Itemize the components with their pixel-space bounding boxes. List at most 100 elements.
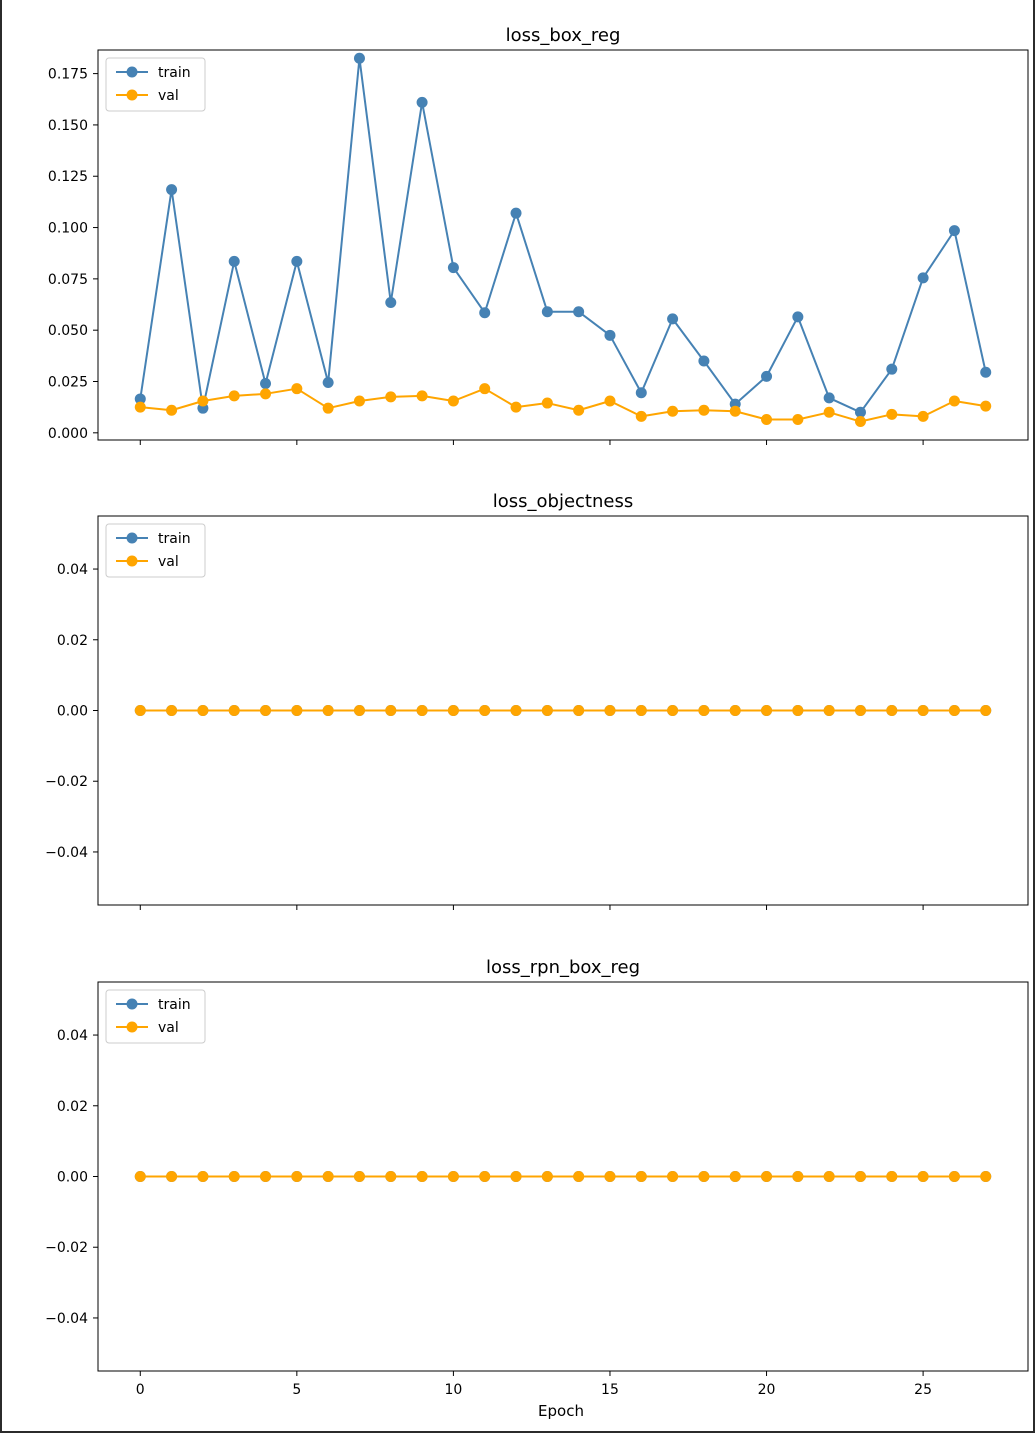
data-point-val: [260, 705, 272, 716]
data-point-val: [729, 1171, 741, 1182]
x-tick-label: 10: [444, 1382, 462, 1398]
data-point-val: [197, 1171, 209, 1182]
data-point-train: [886, 363, 898, 375]
data-point-val: [667, 705, 679, 716]
data-point-val: [948, 395, 960, 407]
data-point-train: [698, 355, 710, 367]
data-point-val: [886, 705, 898, 716]
data-point-val: [761, 705, 773, 716]
data-point-val: [447, 1171, 459, 1182]
legend-label-val: val: [158, 1020, 179, 1036]
x-tick-label: 5: [292, 1382, 301, 1398]
legend-label-train: train: [158, 531, 191, 547]
data-point-val: [854, 705, 866, 716]
y-tick-label: 0.00: [57, 704, 88, 720]
y-tick-label: 0.04: [57, 1028, 88, 1044]
data-point-val: [385, 705, 397, 716]
data-point-val: [510, 401, 522, 413]
legend-marker-train: [126, 998, 138, 1010]
data-point-val: [479, 705, 491, 716]
y-tick-label: 0.02: [57, 1099, 88, 1115]
data-point-val: [698, 1171, 710, 1182]
data-point-train: [948, 225, 960, 237]
data-point-val: [667, 405, 679, 417]
chart-panel-1: loss_box_reg 0.000 0.025 0.050 0.075 0.100 0.1…: [48, 25, 1029, 445]
data-point-val: [385, 1171, 397, 1182]
data-point-val: [823, 705, 835, 716]
chart-title: loss_rpn_box_reg: [486, 957, 640, 978]
data-point-val: [635, 1171, 647, 1182]
data-point-val: [416, 390, 428, 402]
data-point-val: [510, 705, 522, 716]
data-point-val: [792, 705, 804, 716]
y-tick-label: 0.025: [48, 375, 88, 391]
data-point-val: [823, 406, 835, 418]
data-point-val: [416, 705, 428, 716]
data-point-val: [479, 383, 491, 395]
data-point-val: [510, 1171, 522, 1182]
data-point-val: [854, 416, 866, 428]
data-point-val: [792, 1171, 804, 1182]
y-tick-label: −0.02: [45, 1240, 88, 1256]
data-point-val: [291, 1171, 303, 1182]
data-point-train: [291, 255, 303, 267]
data-point-val: [322, 402, 334, 414]
data-point-train: [854, 406, 866, 418]
y-tick-label: 0.050: [48, 323, 88, 339]
x-tick-label: 20: [758, 1382, 776, 1398]
data-point-train: [479, 307, 491, 319]
series-line-val: [140, 387, 986, 423]
data-point-val: [635, 410, 647, 422]
data-point-val: [166, 705, 178, 716]
chart-panel-3: loss_rpn_box_reg −0.04 −0.02 0.00 0.02 0.04 0 5…: [45, 957, 1029, 1398]
data-point-val: [980, 705, 992, 716]
data-point-val: [886, 408, 898, 420]
data-point-val: [948, 1171, 960, 1182]
legend-label-val: val: [158, 554, 179, 570]
data-point-train: [980, 366, 992, 378]
data-point-val: [917, 1171, 929, 1182]
data-point-val: [322, 705, 334, 716]
data-point-train: [416, 96, 428, 108]
data-point-val: [479, 1171, 491, 1182]
data-point-val: [197, 395, 209, 407]
data-point-val: [291, 705, 303, 716]
y-tick-label: 0.00: [57, 1170, 88, 1186]
y-tick-label: 0.04: [57, 562, 88, 578]
data-point-val: [823, 1171, 835, 1182]
y-tick-label: −0.04: [45, 1311, 88, 1327]
data-point-val: [353, 705, 365, 716]
data-point-train: [541, 306, 553, 318]
plot-area-frame: [97, 49, 1029, 441]
data-point-train: [510, 207, 522, 219]
data-point-val: [541, 705, 553, 716]
data-point-val: [447, 395, 459, 407]
data-point-train: [604, 329, 616, 341]
data-point-val: [134, 401, 146, 413]
data-point-val: [854, 1171, 866, 1182]
y-tick-label: 0.100: [48, 221, 88, 237]
y-tick-label: 0.175: [48, 67, 88, 83]
data-point-val: [886, 1171, 898, 1182]
data-point-val: [385, 391, 397, 403]
series-line-train: [139, 57, 987, 414]
data-point-val: [134, 705, 146, 716]
legend-label-val: val: [158, 88, 179, 104]
data-point-val: [541, 1171, 553, 1182]
data-point-train: [134, 393, 146, 405]
data-point-val: [729, 405, 741, 417]
data-point-train: [635, 387, 647, 399]
data-point-val: [980, 400, 992, 412]
data-point-train: [667, 313, 679, 325]
chart-title: loss_box_reg: [506, 25, 621, 46]
data-point-train: [917, 272, 929, 284]
legend-marker-val: [126, 1021, 138, 1033]
y-tick-label: 0.000: [48, 426, 88, 442]
data-point-val: [228, 1171, 240, 1182]
data-point-val: [228, 705, 240, 716]
data-point-val: [322, 1171, 334, 1182]
data-point-val: [698, 404, 710, 416]
data-point-val: [416, 1171, 428, 1182]
y-tick-label: −0.04: [45, 845, 88, 861]
